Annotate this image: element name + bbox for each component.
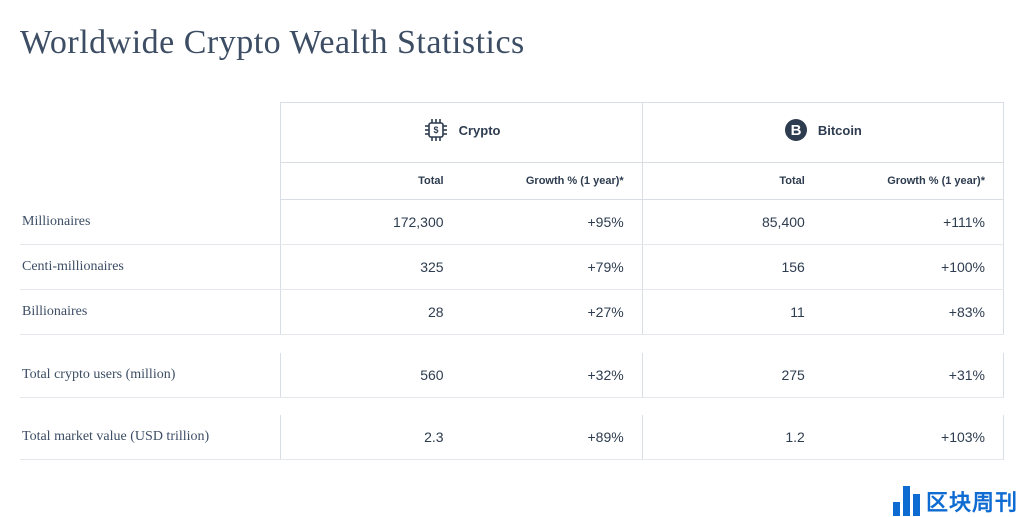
section-spacer xyxy=(20,397,1004,415)
cell-bitcoin-total: 275 xyxy=(642,353,823,398)
cell-crypto-total: 325 xyxy=(281,245,462,290)
group-label: Bitcoin xyxy=(818,123,862,138)
col-header-total: Total xyxy=(281,163,462,200)
row-label: Total crypto users (million) xyxy=(20,353,281,398)
table-row: Total crypto users (million)560+32%275+3… xyxy=(20,353,1004,398)
sub-header-row: Total Growth % (1 year)* Total Growth % … xyxy=(20,163,1004,200)
cell-crypto-growth: +79% xyxy=(462,245,643,290)
cell-crypto-total: 172,300 xyxy=(281,200,462,245)
col-header-growth: Growth % (1 year)* xyxy=(462,163,643,200)
watermark-bars-icon xyxy=(893,486,920,516)
table-row: Centi-millionaires325+79%156+100% xyxy=(20,245,1004,290)
table-row: Total market value (USD trillion)2.3+89%… xyxy=(20,415,1004,460)
cell-crypto-growth: +95% xyxy=(462,200,643,245)
col-header-total: Total xyxy=(642,163,823,200)
group-header-bitcoin: B Bitcoin xyxy=(642,103,1003,163)
cell-crypto-growth: +89% xyxy=(462,415,643,460)
row-label: Centi-millionaires xyxy=(20,245,281,290)
cell-bitcoin-total: 11 xyxy=(642,290,823,335)
group-header-crypto: $ Crypto xyxy=(281,103,642,163)
watermark-text: 区块周刊 xyxy=(926,485,1018,517)
svg-text:$: $ xyxy=(433,125,438,135)
cell-bitcoin-growth: +100% xyxy=(823,245,1004,290)
stats-table-body: Millionaires172,300+95%85,400+111%Centi-… xyxy=(20,200,1004,460)
cell-crypto-total: 28 xyxy=(281,290,462,335)
cell-crypto-growth: +27% xyxy=(462,290,643,335)
stats-table: $ Crypto B Bitcoin xyxy=(20,102,1004,460)
cell-bitcoin-growth: +83% xyxy=(823,290,1004,335)
cell-crypto-total: 2.3 xyxy=(281,415,462,460)
cell-bitcoin-growth: +111% xyxy=(823,200,1004,245)
cell-bitcoin-total: 156 xyxy=(642,245,823,290)
cell-crypto-growth: +32% xyxy=(462,353,643,398)
cell-bitcoin-total: 85,400 xyxy=(642,200,823,245)
row-label: Millionaires xyxy=(20,200,281,245)
crypto-chip-icon: $ xyxy=(423,117,449,143)
cell-crypto-total: 560 xyxy=(281,353,462,398)
row-label: Billionaires xyxy=(20,290,281,335)
group-label: Crypto xyxy=(459,123,501,138)
page-title: Worldwide Crypto Wealth Statistics xyxy=(20,24,1004,62)
group-header-row: $ Crypto B Bitcoin xyxy=(20,103,1004,163)
col-header-growth: Growth % (1 year)* xyxy=(823,163,1004,200)
row-label: Total market value (USD trillion) xyxy=(20,415,281,460)
svg-text:B: B xyxy=(790,122,801,139)
table-row: Billionaires28+27%11+83% xyxy=(20,290,1004,335)
cell-bitcoin-growth: +103% xyxy=(823,415,1004,460)
watermark-logo: 区块周刊 xyxy=(893,485,1018,517)
cell-bitcoin-growth: +31% xyxy=(823,353,1004,398)
table-row: Millionaires172,300+95%85,400+111% xyxy=(20,200,1004,245)
section-spacer xyxy=(20,335,1004,353)
bitcoin-icon: B xyxy=(784,118,808,142)
cell-bitcoin-total: 1.2 xyxy=(642,415,823,460)
